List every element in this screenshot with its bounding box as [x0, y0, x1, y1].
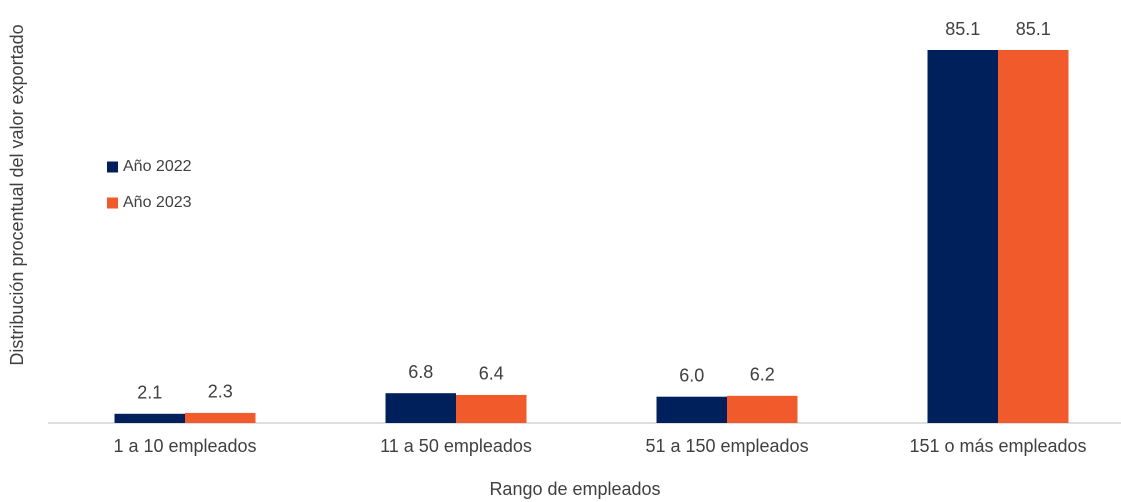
bar: [656, 396, 727, 423]
data-label: 2.3: [208, 382, 233, 402]
data-label: 6.0: [679, 365, 704, 385]
x-axis-title: Rango de empleados: [489, 479, 660, 499]
bar: [385, 393, 456, 423]
bar: [456, 394, 527, 423]
data-label: 6.8: [408, 362, 433, 382]
bar: [185, 412, 256, 423]
legend-label: Año 2022: [123, 158, 192, 175]
x-tick-label: 11 a 50 empleados: [380, 436, 532, 456]
data-label: 85.1: [1016, 19, 1051, 39]
bar: [927, 50, 998, 423]
legend-swatch: [107, 197, 118, 209]
data-label: 2.1: [137, 383, 162, 403]
data-label: 6.2: [750, 365, 775, 385]
legend-swatch: [107, 161, 118, 173]
x-tick-label: 51 a 150 empleados: [645, 436, 808, 456]
x-tick-label: 151 o más empleados: [909, 436, 1086, 456]
bar: [114, 413, 185, 423]
y-axis-title: Distribución procentual del valor export…: [7, 24, 27, 365]
bar: [998, 50, 1069, 423]
x-tick-label: 1 a 10 empleados: [113, 436, 256, 456]
bar: [727, 395, 798, 423]
legend-label: Año 2023: [123, 194, 192, 211]
data-label: 85.1: [945, 19, 980, 39]
data-label: 6.4: [479, 364, 504, 384]
